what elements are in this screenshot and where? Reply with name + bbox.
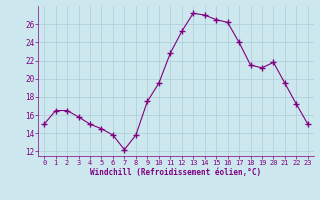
X-axis label: Windchill (Refroidissement éolien,°C): Windchill (Refroidissement éolien,°C) <box>91 168 261 177</box>
